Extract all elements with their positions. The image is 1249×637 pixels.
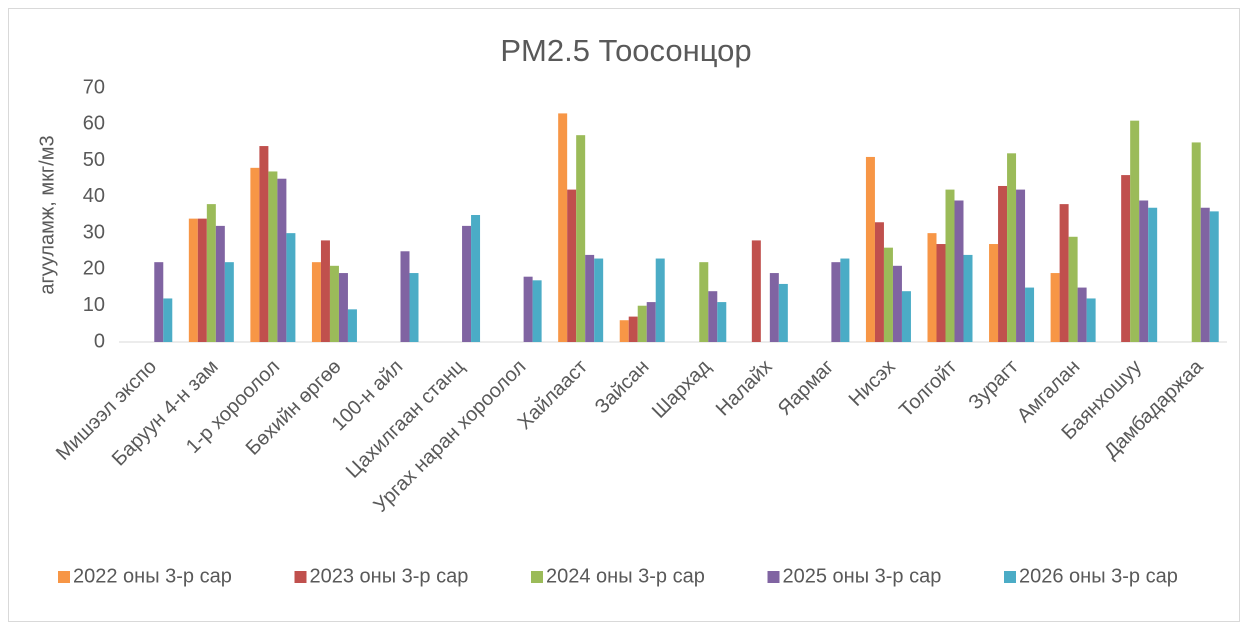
bar (206, 204, 216, 342)
legend-label: 2022 оны 3-р сар (73, 565, 232, 587)
y-tick-label: 70 (83, 76, 105, 98)
bar (901, 291, 911, 342)
bar (1068, 236, 1078, 342)
bar (347, 309, 357, 342)
bar (594, 258, 604, 342)
bar (268, 171, 278, 342)
bar (769, 273, 779, 342)
bar (286, 233, 296, 342)
y-tick-label: 10 (83, 294, 105, 316)
y-axis-label: агууламж, мкг/м3 (36, 135, 58, 294)
bar (883, 247, 893, 342)
bar (892, 265, 902, 342)
bar (1077, 287, 1087, 342)
bar (1191, 142, 1201, 342)
bar (558, 113, 568, 343)
bar (1016, 189, 1026, 342)
bar (1139, 200, 1149, 342)
bar (409, 273, 419, 342)
bar (778, 283, 788, 342)
bar (954, 200, 964, 342)
bar (311, 262, 321, 342)
bar (989, 244, 999, 342)
y-tick-label: 50 (83, 149, 105, 171)
bar (874, 222, 884, 342)
legend-label: 2025 оны 3-р сар (783, 565, 942, 587)
bar (329, 265, 339, 342)
bar (936, 244, 946, 342)
bar (708, 291, 718, 342)
bar (277, 178, 287, 342)
bar (1059, 204, 1069, 342)
chart-title: PM2.5 Тоосонцор (500, 33, 751, 68)
bar (215, 225, 225, 342)
legend-label: 2024 оны 3-р сар (546, 565, 705, 587)
legend-swatch (531, 571, 543, 583)
bar (532, 280, 542, 342)
y-tick-label: 30 (83, 221, 105, 243)
bar (963, 254, 973, 342)
bar (338, 273, 348, 342)
y-tick-label: 0 (94, 330, 105, 352)
bar (400, 251, 410, 342)
legend-label: 2023 оны 3-р сар (310, 565, 469, 587)
bar (188, 218, 198, 342)
bar (1148, 207, 1158, 342)
bar (197, 218, 207, 342)
bar (840, 258, 850, 342)
bar (585, 254, 595, 342)
bar (655, 258, 665, 342)
bar (154, 262, 164, 342)
bar (259, 146, 269, 342)
bar (646, 302, 656, 342)
bar (471, 215, 481, 342)
bar (250, 167, 260, 342)
legend-swatch (294, 571, 307, 583)
bar (699, 262, 709, 342)
bar (576, 135, 586, 342)
bar (224, 262, 234, 342)
bar (1050, 273, 1060, 342)
bar (1025, 287, 1035, 342)
bar (751, 240, 761, 342)
bar (717, 302, 727, 342)
bar (320, 240, 330, 342)
bar (927, 233, 937, 342)
bar (1209, 211, 1219, 342)
bar (523, 276, 533, 342)
bar (1007, 153, 1017, 342)
bar (163, 298, 173, 342)
legend-label: 2026 оны 3-р сар (1019, 565, 1178, 587)
bar (637, 305, 647, 342)
y-tick-label: 40 (83, 185, 105, 207)
legend-swatch (1004, 571, 1016, 583)
bar (567, 189, 577, 342)
bar (1121, 175, 1131, 342)
bar (998, 185, 1008, 342)
bar (831, 262, 841, 342)
y-tick-label: 60 (83, 113, 105, 135)
bar (1086, 298, 1096, 342)
bar (1200, 207, 1210, 342)
y-tick-label: 20 (83, 258, 105, 280)
bar (1130, 120, 1140, 343)
bar (462, 225, 472, 342)
legend-swatch (767, 571, 780, 583)
bar (628, 316, 638, 342)
bar (619, 320, 629, 342)
bar (945, 189, 955, 342)
legend-swatch (58, 571, 70, 583)
bar (865, 156, 875, 342)
